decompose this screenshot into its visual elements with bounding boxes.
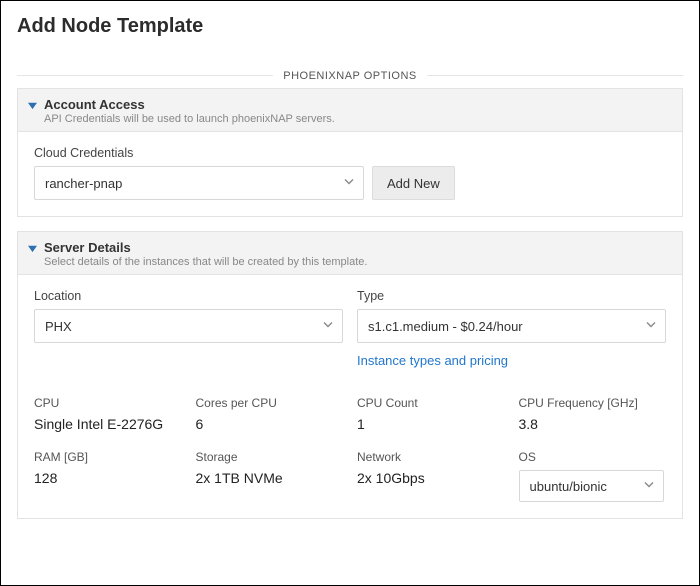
type-select[interactable]: s1.c1.medium - $0.24/hour [357, 309, 666, 343]
cloud-credentials-value: rancher-pnap [45, 176, 122, 191]
location-select[interactable]: PHX [34, 309, 343, 343]
account-access-header[interactable]: Account Access API Credentials will be u… [18, 89, 682, 132]
add-new-button[interactable]: Add New [372, 166, 455, 200]
chevron-down-icon [343, 176, 355, 191]
cores-per-cpu-value: 6 [196, 416, 344, 432]
chevron-down-icon [643, 479, 655, 494]
server-details-title: Server Details [44, 240, 672, 255]
cpu-count-value: 1 [357, 416, 505, 432]
server-details-header[interactable]: Server Details Select details of the ins… [18, 232, 682, 275]
storage-value: 2x 1TB NVMe [196, 470, 344, 486]
chevron-down-icon [645, 319, 657, 334]
cpu-frequency-value: 3.8 [519, 416, 667, 432]
account-access-subtitle: API Credentials will be used to launch p… [44, 113, 672, 125]
server-details-subtitle: Select details of the instances that wil… [44, 256, 672, 268]
instance-types-pricing-link[interactable]: Instance types and pricing [357, 353, 508, 368]
chevron-down-icon [28, 244, 37, 253]
chevron-down-icon [28, 101, 37, 110]
cpu-count-label: CPU Count [357, 396, 505, 410]
cpu-frequency-label: CPU Frequency [GHz] [519, 396, 667, 410]
options-divider: PHOENIXNAP OPTIONS [17, 66, 683, 84]
location-label: Location [34, 289, 343, 303]
options-header-label: PHOENIXNAP OPTIONS [273, 70, 427, 82]
page-title: Add Node Template [17, 15, 683, 38]
type-label: Type [357, 289, 666, 303]
storage-label: Storage [196, 450, 344, 464]
cores-per-cpu-label: Cores per CPU [196, 396, 344, 410]
account-access-section: Account Access API Credentials will be u… [17, 88, 683, 217]
os-select[interactable]: ubuntu/bionic [519, 470, 664, 502]
type-value: s1.c1.medium - $0.24/hour [368, 319, 523, 334]
network-label: Network [357, 450, 505, 464]
os-value: ubuntu/bionic [530, 479, 607, 494]
ram-value: 128 [34, 470, 182, 486]
server-details-section: Server Details Select details of the ins… [17, 231, 683, 519]
ram-label: RAM [GB] [34, 450, 182, 464]
location-value: PHX [45, 319, 72, 334]
cpu-label: CPU [34, 396, 182, 410]
chevron-down-icon [322, 319, 334, 334]
cloud-credentials-select[interactable]: rancher-pnap [34, 166, 364, 200]
network-value: 2x 10Gbps [357, 470, 505, 486]
os-label: OS [519, 450, 667, 464]
cloud-credentials-label: Cloud Credentials [34, 146, 666, 160]
account-access-title: Account Access [44, 97, 672, 112]
cpu-value: Single Intel E-2276G [34, 416, 182, 432]
